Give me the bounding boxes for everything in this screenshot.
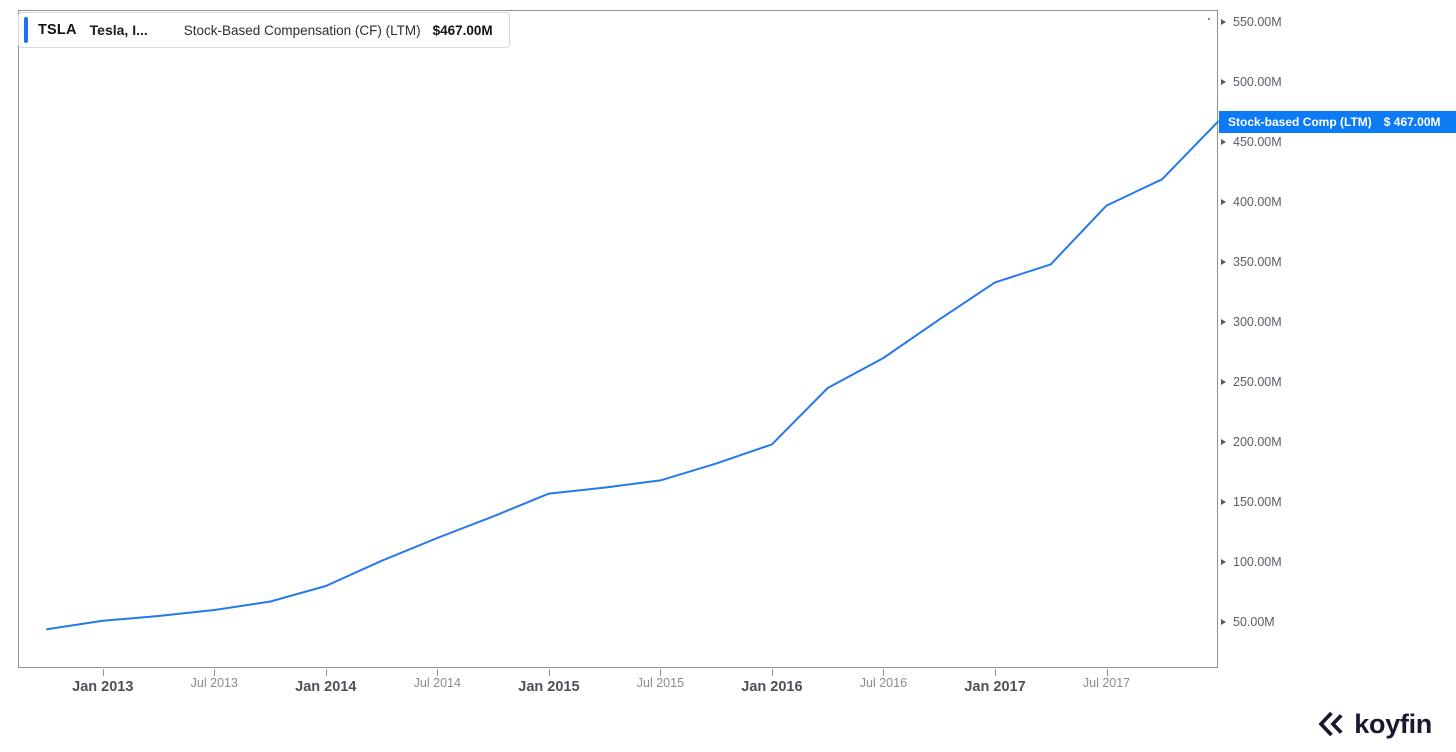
y-tick-label: 400.00M	[1233, 195, 1282, 209]
metric-label: Stock-Based Compensation (CF) (LTM)	[183, 22, 421, 38]
y-tick-label: 550.00M	[1233, 15, 1282, 29]
x-tick-mark	[214, 669, 216, 676]
y-tick-arrow	[1221, 498, 1226, 505]
x-tick-label: Jul 2017	[1082, 676, 1131, 690]
y-tick-label: 150.00M	[1233, 495, 1282, 509]
legend-value: $467.00M	[432, 22, 493, 38]
y-tick-arrow	[1221, 258, 1226, 265]
badge-label: Stock-based Comp (LTM)	[1228, 115, 1372, 129]
y-tick-label: 250.00M	[1233, 375, 1282, 389]
x-tick-label: Jan 2015	[518, 679, 580, 695]
y-tick-label: 500.00M	[1233, 75, 1282, 89]
x-tick-mark	[325, 669, 327, 676]
last-value-badge: Stock-based Comp (LTM) $ 467.00M	[1219, 111, 1456, 133]
x-tick-label: Jul 2015	[636, 676, 685, 690]
y-tick-arrow	[1221, 78, 1226, 85]
y-tick-arrow	[1221, 18, 1226, 25]
cursor-dot	[1208, 18, 1210, 20]
y-tick-arrow	[1221, 318, 1226, 325]
koyfin-wordmark: koyfin	[1354, 708, 1432, 739]
x-tick-mark	[995, 669, 996, 676]
company-label: Tesla, I...	[89, 22, 148, 38]
x-tick-label: Jul 2014	[413, 676, 461, 690]
koyfin-logo: koyfin	[1317, 708, 1432, 740]
x-tick-label: Jan 2016	[741, 679, 803, 695]
x-tick-mark	[548, 669, 550, 676]
y-tick-label: 200.00M	[1233, 435, 1282, 449]
x-tick-label: Jan 2014	[295, 679, 357, 695]
y-tick-arrow	[1221, 558, 1226, 565]
y-tick-arrow	[1221, 198, 1226, 205]
y-tick-label: 100.00M	[1233, 555, 1282, 569]
x-tick-label: Jul 2016	[859, 676, 908, 690]
badge-value: $ 467.00M	[1383, 115, 1441, 129]
x-tick-mark	[1106, 669, 1108, 676]
x-tick-mark	[102, 669, 104, 676]
x-tick-mark	[771, 669, 773, 676]
plot-area[interactable]	[18, 10, 1218, 668]
y-tick-label: 350.00M	[1233, 255, 1282, 269]
koyfin-chevrons-icon	[1318, 711, 1343, 737]
y-tick-arrow	[1221, 378, 1226, 385]
x-tick-label: Jan 2013	[72, 679, 134, 695]
y-tick-arrow	[1221, 138, 1226, 145]
x-tick-mark	[883, 669, 885, 676]
y-tick-label: 50.00M	[1233, 615, 1275, 629]
x-tick-label: Jan 2017	[964, 679, 1026, 695]
y-tick-label: 300.00M	[1233, 315, 1282, 329]
y-tick-arrow	[1221, 438, 1226, 445]
ticker-label: TSLA	[38, 22, 77, 38]
x-tick-mark	[660, 669, 662, 676]
y-tick-label: 450.00M	[1233, 135, 1282, 149]
y-tick-arrow	[1221, 618, 1226, 625]
series-color-bar	[24, 17, 28, 43]
series-legend[interactable]: TSLA Tesla, I... Stock-Based Compensatio…	[18, 12, 510, 48]
x-tick-mark	[437, 669, 439, 676]
x-tick-label: Jul 2013	[190, 676, 238, 690]
